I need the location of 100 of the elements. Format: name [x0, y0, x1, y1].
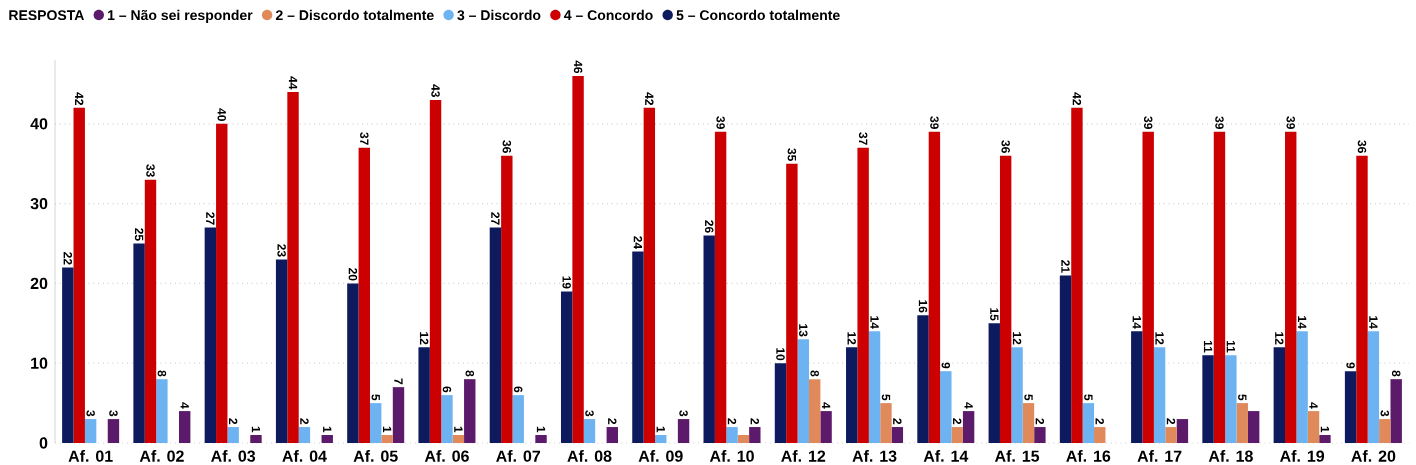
bar [1247, 411, 1260, 443]
bar [820, 411, 832, 443]
x-tick-label: Af. 10 [709, 450, 754, 462]
bar [107, 419, 120, 443]
bar [560, 291, 573, 443]
data-label: 39 [716, 116, 725, 129]
data-label: 1 [251, 426, 261, 433]
x-tick-label: Af. 14 [923, 450, 969, 462]
legend-label: 2 – Discordo totalmente [275, 9, 434, 21]
data-label: 11 [1226, 340, 1235, 353]
data-label: 5 [881, 394, 891, 401]
data-label: 2 [300, 418, 309, 425]
data-label: 12 [419, 332, 429, 345]
bar [655, 435, 667, 443]
data-label: 42 [645, 92, 654, 106]
bar [1176, 419, 1189, 443]
bar [999, 155, 1012, 443]
data-label: 1 [454, 426, 463, 433]
bar [583, 419, 596, 443]
y-tick-label: 10 [31, 357, 48, 369]
data-label: 33 [146, 164, 155, 177]
bar [749, 427, 761, 443]
bar [275, 259, 288, 443]
data-label: 1 [656, 426, 665, 433]
bar [179, 411, 191, 443]
bar [287, 91, 299, 443]
legend-title: RESPOSTA [9, 10, 84, 21]
bar [84, 419, 97, 443]
data-label: 4 [1309, 402, 1318, 409]
data-label: 2 [1035, 418, 1045, 425]
bar [1367, 331, 1380, 443]
data-label: 23 [277, 244, 286, 257]
data-label: 39 [930, 116, 939, 129]
data-label: 12 [1155, 332, 1164, 345]
bar [726, 427, 738, 443]
data-label: 3 [109, 410, 118, 417]
data-label: 15 [990, 308, 999, 321]
bar [880, 403, 892, 443]
x-tick-label: Af. 03 [211, 450, 256, 462]
y-tick-label: 30 [30, 197, 48, 210]
bar [429, 99, 442, 443]
legend-label: 3 – Discordo [457, 9, 541, 21]
bar [1034, 427, 1046, 443]
bar [1285, 131, 1297, 443]
data-label: 9 [941, 362, 951, 369]
bar [1011, 347, 1023, 443]
bar [962, 411, 975, 443]
bar [369, 403, 382, 443]
data-label: 4 [964, 402, 973, 409]
data-label: 12 [1012, 332, 1022, 345]
bar [144, 179, 157, 443]
bar [1202, 355, 1214, 443]
data-label: 42 [75, 92, 84, 106]
bar [1379, 419, 1391, 443]
bar [1225, 355, 1237, 443]
data-label: 39 [1215, 116, 1224, 129]
x-tick-label: Af. 06 [424, 450, 469, 462]
data-label: 35 [787, 148, 797, 161]
bar [1390, 379, 1402, 443]
data-label: 2 [608, 418, 617, 425]
x-tick-label: Af. 02 [139, 450, 184, 462]
bar [1165, 427, 1177, 443]
bar [572, 75, 584, 443]
legend-label: 4 – Concordo [564, 9, 653, 21]
bar [677, 419, 690, 443]
x-tick-label: Af. 01 [68, 450, 113, 462]
data-label: 14 [1132, 316, 1141, 329]
bar [891, 427, 904, 443]
bar [808, 379, 821, 443]
bar [988, 323, 1000, 443]
bar [714, 131, 727, 443]
data-label: 8 [465, 370, 475, 377]
bar [1153, 347, 1166, 443]
x-tick-label: Af. 18 [1208, 450, 1253, 462]
bar [703, 235, 715, 443]
bar [1307, 411, 1320, 443]
x-tick-label: Af. 05 [353, 450, 398, 462]
data-label: 2 [228, 418, 238, 425]
data-label: 20 [348, 268, 358, 281]
bar [156, 379, 168, 443]
data-label: 39 [1143, 116, 1153, 129]
bar [204, 227, 217, 443]
y-tick-label: 20 [30, 277, 48, 290]
bar [643, 107, 656, 443]
data-label: 14 [870, 316, 879, 329]
bar [1356, 155, 1368, 443]
data-label: 8 [1391, 370, 1401, 377]
data-label: 2 [953, 418, 962, 425]
data-label: 1 [382, 426, 392, 433]
data-label: 2 [1095, 418, 1104, 425]
data-label: 2 [1166, 418, 1176, 425]
bar [917, 315, 929, 443]
bar [606, 427, 618, 443]
data-label: 12 [847, 332, 856, 345]
bar [1273, 347, 1286, 443]
data-label: 4 [180, 402, 189, 409]
x-tick-label: Af. 19 [1280, 450, 1325, 462]
bar [737, 435, 750, 443]
data-label: 24 [633, 236, 643, 250]
data-label: 27 [491, 212, 500, 225]
